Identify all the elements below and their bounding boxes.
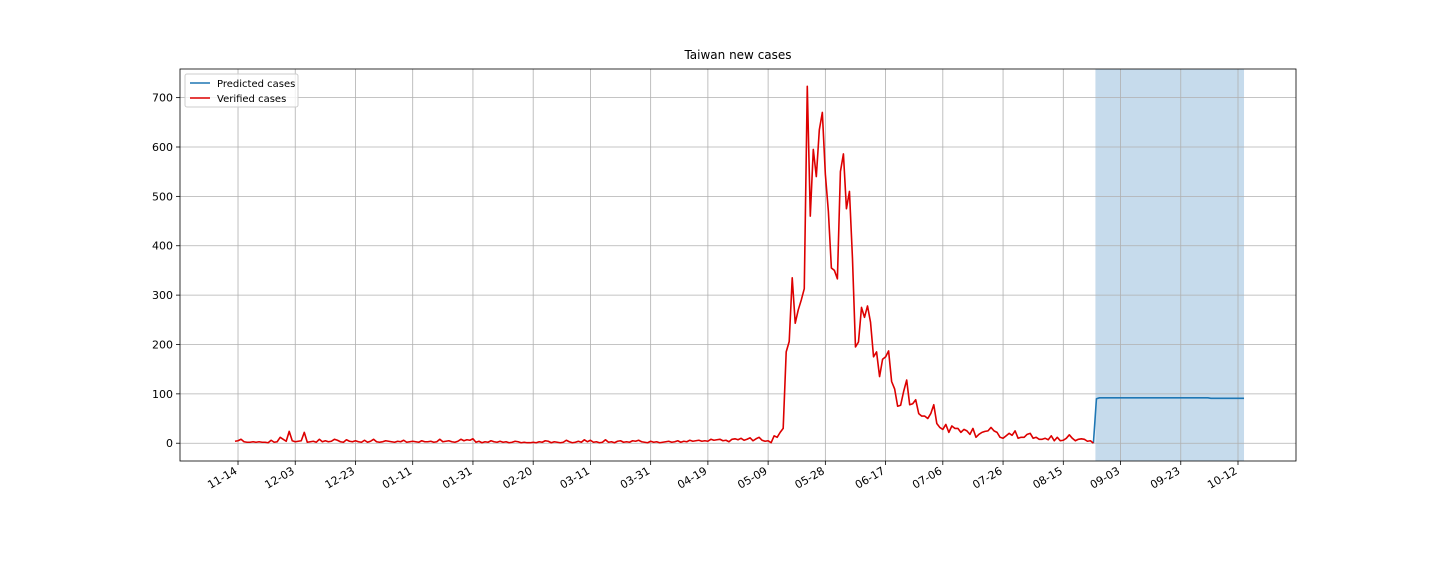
x-tick-label: 01-31: [440, 464, 474, 491]
series-line: [1092, 397, 1245, 444]
y-tick-label: 500: [152, 190, 173, 203]
y-tick-label: 200: [152, 338, 173, 351]
legend-box: [184, 73, 299, 108]
x-tick-label: 03-31: [618, 464, 652, 491]
x-tick-label: 02-20: [501, 464, 535, 491]
x-tick-label: 07-06: [910, 464, 944, 491]
x-tick-label: 09-03: [1088, 464, 1122, 491]
legend: Predicted cases Verified cases: [184, 73, 299, 108]
x-tick-label: 11-14: [205, 464, 239, 491]
x-tick-label: 05-09: [735, 464, 769, 491]
x-tick-label: 03-11: [558, 464, 592, 491]
y-tick-label: 700: [152, 92, 173, 105]
plot-frame: [179, 68, 1297, 462]
legend-label: Predicted cases: [217, 79, 295, 90]
x-tick-label: 09-23: [1148, 464, 1182, 491]
x-tick-label: 12-03: [263, 464, 297, 491]
x-tick-label: 12-23: [323, 464, 357, 491]
highlight-span: [1095, 69, 1245, 461]
x-tick-label: 07-26: [970, 464, 1004, 491]
x-tick-label: 01-11: [380, 464, 414, 491]
legend-label: Verified cases: [217, 94, 286, 105]
y-tick-label: 0: [166, 437, 173, 450]
y-tick-label: 100: [152, 388, 173, 401]
y-tick-label: 300: [152, 289, 173, 302]
x-tick-label: 10-12: [1205, 464, 1239, 491]
y-tick-label: 600: [152, 141, 173, 154]
x-tick-label: 04-19: [675, 464, 709, 491]
y-tick-label: 400: [152, 240, 173, 253]
x-tick-label: 06-17: [853, 464, 887, 491]
series-line: [234, 85, 1094, 444]
chart-title: Taiwan new cases: [683, 48, 791, 62]
x-tick-label: 08-15: [1031, 464, 1065, 491]
x-tick-label: 05-28: [793, 464, 827, 491]
